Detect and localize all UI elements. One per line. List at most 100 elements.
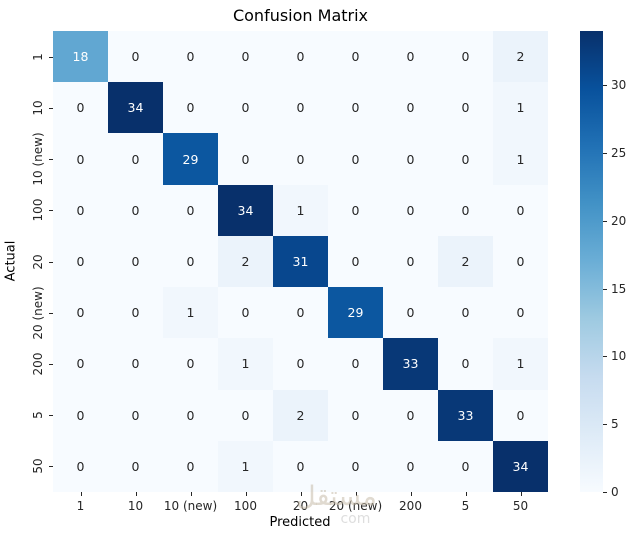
- heatmap-cell: 2: [273, 389, 328, 441]
- heatmap-cell: 0: [108, 389, 163, 441]
- heatmap-cell: 0: [53, 235, 108, 288]
- x-tick-label: 5: [461, 499, 470, 513]
- heatmap-cell: 0: [493, 184, 548, 236]
- y-tick-label: 10: [31, 100, 45, 116]
- colorbar: [580, 31, 603, 492]
- heatmap-cell: 33: [438, 389, 493, 441]
- colorbar-tick-mark: [603, 424, 607, 426]
- heatmap-cell: 29: [328, 287, 383, 339]
- y-tick-label: 1: [31, 52, 45, 61]
- heatmap-cell: 0: [108, 338, 163, 390]
- y-tick-label: 200: [31, 352, 45, 376]
- heatmap-cell: 0: [53, 82, 108, 134]
- y-tick-mark: [49, 107, 53, 109]
- heatmap-cell: 1: [493, 82, 548, 134]
- heatmap-cell: 0: [383, 82, 438, 134]
- heatmap-cell: 0: [53, 440, 108, 492]
- heatmap-cell: 0: [383, 184, 438, 236]
- colorbar-tick-mark: [603, 220, 607, 222]
- heatmap-cell: 0: [328, 440, 383, 492]
- heatmap-cell: 0: [493, 235, 548, 288]
- heatmap-cell: 0: [163, 338, 218, 390]
- colorbar-tick-label: 10: [611, 349, 627, 364]
- x-tick-mark: [520, 492, 522, 496]
- y-tick-label: 5: [31, 411, 45, 419]
- colorbar-tick-mark: [603, 356, 607, 358]
- heatmap-cell: 0: [218, 287, 273, 339]
- colorbar-tick-label: 0: [611, 485, 619, 499]
- y-tick-mark: [49, 312, 53, 314]
- heatmap-cell: 0: [383, 31, 438, 83]
- heatmap-cell: 1: [163, 287, 218, 339]
- heatmap-cell: 0: [383, 287, 438, 339]
- heatmap-cell: 0: [383, 235, 438, 288]
- heatmap-cell: 0: [273, 133, 328, 185]
- x-tick-mark: [190, 492, 192, 496]
- heatmap-cell: 29: [163, 133, 218, 185]
- heatmap-cell: 1: [493, 338, 548, 390]
- x-tick-label: 20 (new): [328, 499, 383, 513]
- heatmap-cell: 0: [328, 133, 383, 185]
- colorbar-tick-label: 15: [611, 281, 627, 296]
- heatmap-cell: 0: [53, 389, 108, 441]
- y-tick-mark: [49, 415, 53, 417]
- colorbar-tick-label: 5: [611, 417, 619, 432]
- heatmap-cell: 1: [493, 133, 548, 185]
- x-tick-mark: [355, 492, 357, 496]
- heatmap-cell: 0: [438, 133, 493, 185]
- x-tick-label: 10 (new): [163, 499, 218, 513]
- heatmap-cell: 18: [53, 31, 108, 83]
- heatmap-cell: 0: [328, 82, 383, 134]
- y-tick-mark: [49, 363, 53, 365]
- heatmap-cell: 0: [53, 133, 108, 185]
- x-tick-mark: [80, 492, 82, 496]
- heatmap-cell: 0: [163, 440, 218, 492]
- heatmap-cell: 0: [53, 184, 108, 236]
- heatmap-cell: 0: [163, 235, 218, 288]
- heatmap-cell: 0: [438, 184, 493, 236]
- heatmap-cell: 34: [218, 184, 273, 236]
- heatmap-cell: 0: [328, 338, 383, 390]
- heatmap-cell: 0: [218, 82, 273, 134]
- y-tick-mark: [49, 210, 53, 212]
- heatmap-cell: 34: [108, 82, 163, 134]
- y-axis-label: Actual: [3, 240, 19, 282]
- heatmap-cell: 0: [218, 389, 273, 441]
- heatmap-cell: 0: [108, 184, 163, 236]
- y-tick-label: 50: [31, 458, 45, 475]
- x-tick-mark: [300, 492, 302, 496]
- heatmap: 18 0 0 0 0 0 0 0 2 0 34 0 0 0 0 0 0 1 0 0 29 0 0 0 0 0 1 0 0 0 34 1 0 0 0 0…: [53, 31, 548, 492]
- heatmap-cell: 2: [493, 31, 548, 83]
- heatmap-cell: 0: [53, 287, 108, 339]
- heatmap-cell: 2: [438, 235, 493, 288]
- x-tick-mark: [465, 492, 467, 496]
- x-tick-mark: [410, 492, 412, 496]
- heatmap-cell: 0: [438, 338, 493, 390]
- heatmap-cell: 0: [493, 287, 548, 339]
- y-tick-label: 20 (new): [31, 286, 45, 340]
- heatmap-cell: 0: [218, 133, 273, 185]
- heatmap-cell: 0: [163, 31, 218, 83]
- heatmap-cell: 1: [218, 338, 273, 390]
- heatmap-cell: 0: [273, 440, 328, 492]
- colorbar-tick-label: 30: [611, 78, 627, 93]
- y-tick-mark: [49, 159, 53, 161]
- heatmap-cell: 0: [438, 82, 493, 134]
- heatmap-cell: 0: [438, 31, 493, 83]
- heatmap-cell: 0: [328, 389, 383, 441]
- x-tick-label: 10: [127, 499, 144, 513]
- heatmap-cell: 0: [53, 338, 108, 390]
- heatmap-cell: 1: [273, 184, 328, 236]
- chart-title: Confusion Matrix: [232, 6, 369, 25]
- heatmap-cell: 31: [273, 235, 328, 288]
- heatmap-cell: 33: [383, 338, 438, 390]
- y-tick-label: 20: [31, 253, 45, 270]
- heatmap-cell: 0: [108, 133, 163, 185]
- heatmap-cell: 0: [383, 133, 438, 185]
- colorbar-tick-label: 25: [611, 146, 627, 161]
- y-tick-label: 100: [31, 198, 45, 222]
- colorbar-tick-mark: [603, 153, 607, 155]
- heatmap-cell: 0: [218, 31, 273, 83]
- heatmap-cell: 0: [108, 31, 163, 83]
